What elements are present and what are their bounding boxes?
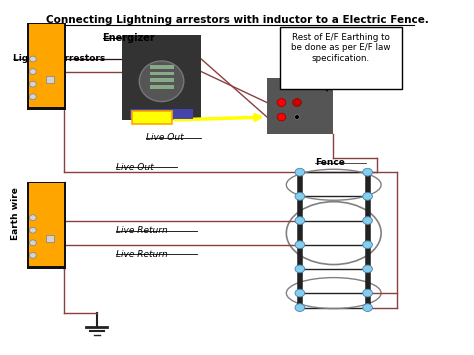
- Ellipse shape: [363, 241, 373, 248]
- Bar: [29, 183, 64, 266]
- Text: Live Out: Live Out: [146, 133, 184, 142]
- Ellipse shape: [29, 94, 36, 100]
- Ellipse shape: [363, 289, 373, 297]
- Bar: [150, 78, 174, 82]
- Text: Fence: Fence: [315, 158, 345, 166]
- Ellipse shape: [363, 265, 373, 273]
- Ellipse shape: [29, 227, 36, 233]
- Ellipse shape: [363, 217, 373, 224]
- Ellipse shape: [295, 289, 305, 297]
- Text: Live Return: Live Return: [116, 226, 168, 235]
- Text: Lighting arrestors: Lighting arrestors: [13, 54, 105, 63]
- Ellipse shape: [295, 217, 305, 224]
- Bar: [46, 235, 54, 242]
- Bar: [27, 182, 66, 269]
- Ellipse shape: [277, 113, 286, 121]
- Bar: [267, 78, 333, 135]
- Bar: [129, 109, 193, 119]
- Bar: [150, 72, 174, 76]
- Ellipse shape: [139, 61, 184, 102]
- Ellipse shape: [295, 168, 305, 176]
- Text: Live Out: Live Out: [116, 163, 154, 171]
- Ellipse shape: [295, 241, 305, 248]
- Ellipse shape: [29, 215, 36, 220]
- Ellipse shape: [29, 240, 36, 246]
- Text: Live Return: Live Return: [116, 250, 168, 258]
- Ellipse shape: [277, 99, 286, 106]
- Ellipse shape: [292, 99, 301, 106]
- Ellipse shape: [29, 56, 36, 62]
- Ellipse shape: [29, 69, 36, 75]
- Bar: [150, 85, 174, 89]
- Bar: [29, 24, 64, 107]
- FancyBboxPatch shape: [280, 27, 402, 89]
- Bar: [46, 76, 54, 83]
- Bar: [150, 65, 174, 69]
- Ellipse shape: [363, 192, 373, 200]
- Text: Connecting Lightning arrestors with inductor to a Electric Fence.: Connecting Lightning arrestors with indu…: [46, 16, 428, 26]
- Ellipse shape: [295, 304, 305, 311]
- Bar: [27, 23, 66, 110]
- Ellipse shape: [295, 192, 305, 200]
- Text: Earth wire: Earth wire: [11, 187, 20, 240]
- Ellipse shape: [294, 115, 300, 120]
- Text: Energizer: Energizer: [102, 33, 155, 43]
- Ellipse shape: [363, 168, 373, 176]
- Bar: [122, 35, 201, 120]
- Ellipse shape: [295, 265, 305, 273]
- Bar: [132, 111, 172, 124]
- Ellipse shape: [363, 304, 373, 311]
- Ellipse shape: [29, 81, 36, 87]
- Text: Rest of E/F Earthing to
be done as per E/F law
specification.: Rest of E/F Earthing to be done as per E…: [291, 33, 390, 63]
- Ellipse shape: [29, 252, 36, 258]
